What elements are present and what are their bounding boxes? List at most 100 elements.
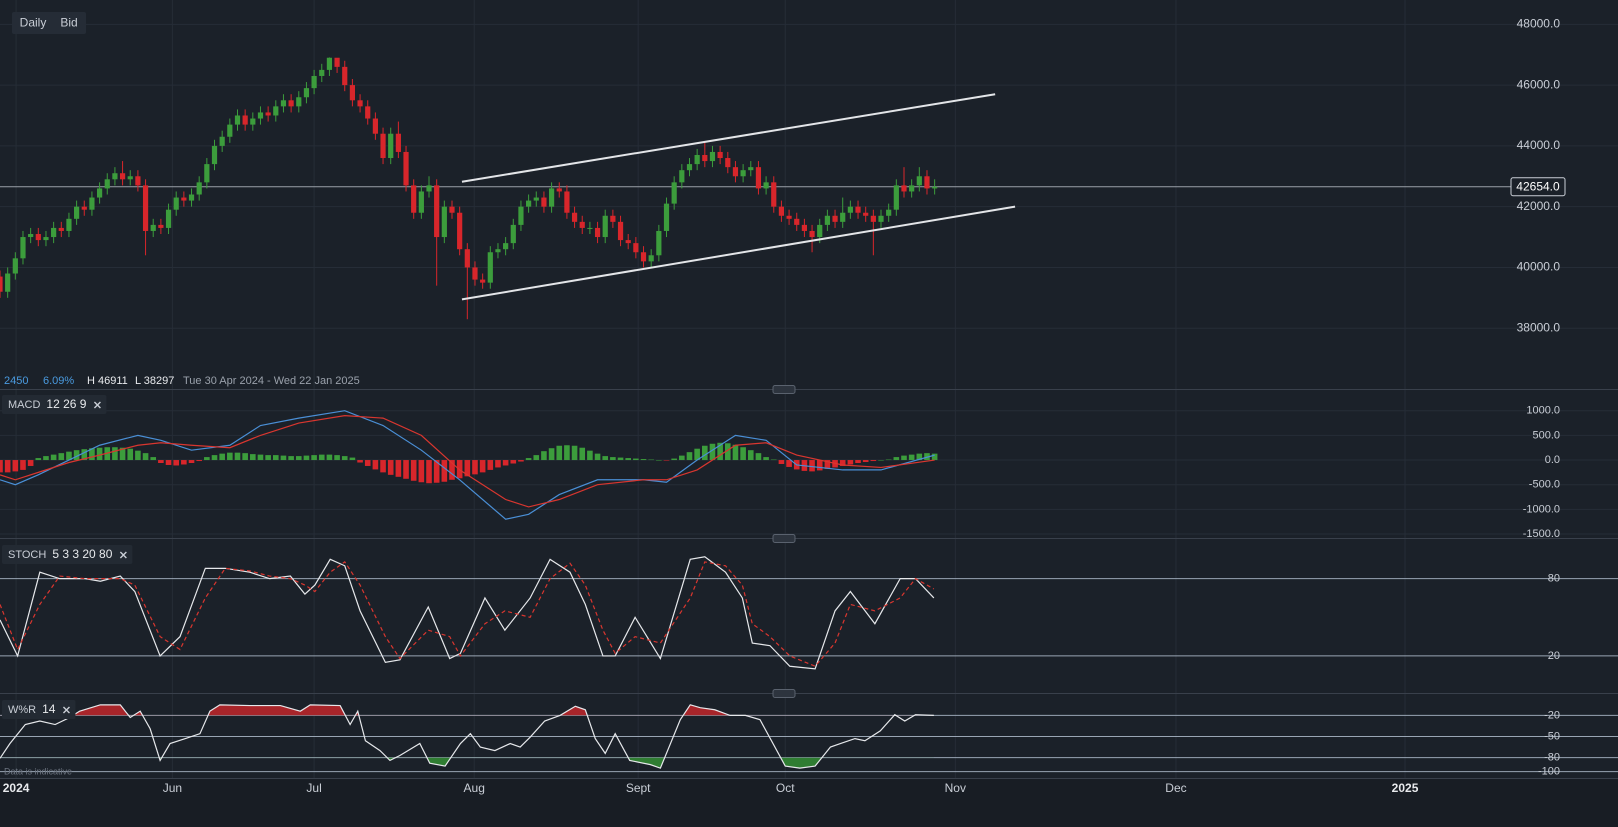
candle-body <box>12 258 18 274</box>
candle-body <box>35 234 41 241</box>
histogram-bar <box>847 460 854 465</box>
y-tick-label: -80 <box>1544 752 1560 764</box>
candle-body <box>372 118 378 134</box>
candle-body <box>602 215 608 238</box>
histogram-bar <box>893 457 900 461</box>
indicator-line <box>0 415 935 508</box>
histogram-bar <box>740 447 746 461</box>
histogram-bar <box>219 453 225 461</box>
histogram-bar <box>441 460 448 482</box>
histogram-bar <box>35 458 42 461</box>
y-tick-label: 40000.0 <box>1517 260 1561 274</box>
histogram-bar <box>587 450 593 461</box>
histogram-bar <box>464 460 471 477</box>
histogram-bar <box>272 455 279 461</box>
histogram-bar <box>763 457 769 461</box>
histogram-bar <box>472 460 478 475</box>
histogram-bar <box>571 445 578 461</box>
candle-body <box>778 206 785 216</box>
indicator-line <box>0 410 935 520</box>
resize-handle[interactable] <box>772 385 796 394</box>
resize-handle[interactable] <box>772 534 796 543</box>
candle-body <box>932 186 938 189</box>
candle-body <box>457 212 463 250</box>
histogram-bar <box>633 458 639 461</box>
histogram-bar <box>135 450 141 461</box>
y-tick-label: 48000.0 <box>1517 16 1561 30</box>
histogram-bar <box>58 453 65 461</box>
candle-body <box>326 57 333 70</box>
histogram-bar <box>870 460 877 462</box>
y-tick-label: -50 <box>1544 730 1560 742</box>
histogram-bar <box>257 454 264 461</box>
candle-body <box>441 206 447 238</box>
histogram-bar <box>518 460 524 462</box>
candle-body <box>89 197 95 210</box>
price-side-button[interactable]: Bid <box>60 16 77 30</box>
candle-body <box>763 182 769 189</box>
histogram-bar <box>717 442 723 461</box>
histogram-bar <box>502 460 509 466</box>
histogram-bar <box>564 445 570 461</box>
histogram-bar <box>855 460 861 464</box>
close-icon[interactable] <box>62 706 70 714</box>
interval-button[interactable]: Daily <box>20 16 47 30</box>
histogram-bar <box>181 460 187 465</box>
histogram-bar <box>204 457 210 461</box>
candle-body <box>794 218 800 225</box>
candle-body <box>916 176 922 186</box>
y-tick-label: 42000.0 <box>1517 199 1561 213</box>
histogram-bar <box>43 456 49 461</box>
overbought-fill <box>0 704 934 716</box>
candle-body <box>786 215 792 219</box>
resize-handle[interactable] <box>772 689 796 698</box>
indicator-header <box>2 395 107 414</box>
candle-body <box>480 279 486 283</box>
candle-body <box>158 224 164 228</box>
candle-body <box>219 136 225 146</box>
candle-body <box>426 185 432 192</box>
candle-body <box>847 206 853 213</box>
candle-body <box>74 206 80 219</box>
candle-body <box>886 209 892 216</box>
candle-body <box>234 115 241 125</box>
candle-body <box>150 224 156 231</box>
x-tick-label: Oct <box>776 781 795 795</box>
candle-body <box>694 154 700 165</box>
change-percent: 6.09% <box>43 375 74 387</box>
candle-body <box>357 100 363 107</box>
last-price-box <box>1510 177 1566 197</box>
x-tick-label: Jul <box>306 781 321 795</box>
candle-body <box>165 209 172 228</box>
histogram-bar <box>770 459 777 461</box>
y-tick-label: -500.0 <box>1529 479 1560 491</box>
candle-body <box>380 133 386 159</box>
histogram-bar <box>50 454 57 461</box>
change-value: 2450 <box>4 375 28 387</box>
histogram-bar <box>809 460 815 472</box>
x-tick-label: Aug <box>464 781 485 795</box>
histogram-bar <box>709 443 716 461</box>
histogram-bar <box>0 460 3 473</box>
candle-body <box>878 215 884 222</box>
close-icon[interactable] <box>119 551 127 559</box>
candle-body <box>909 185 915 192</box>
candle-body <box>5 273 11 292</box>
histogram-bar <box>150 457 157 461</box>
histogram-bar <box>165 460 172 465</box>
y-tick-label: -1000.0 <box>1523 503 1560 515</box>
y-tick-label: -100 <box>1538 766 1560 778</box>
close-icon[interactable] <box>93 401 101 409</box>
candle-body <box>388 133 394 159</box>
candle-body <box>395 133 401 152</box>
y-tick-label: -1500.0 <box>1523 528 1560 540</box>
candle-body <box>686 164 693 171</box>
histogram-bar <box>625 458 632 461</box>
y-tick-label: -20 <box>1544 709 1560 721</box>
time-axis-bar <box>0 779 1618 827</box>
histogram-bar <box>303 455 310 461</box>
histogram-bar <box>663 460 670 461</box>
indicator-title: MACD <box>8 399 40 411</box>
